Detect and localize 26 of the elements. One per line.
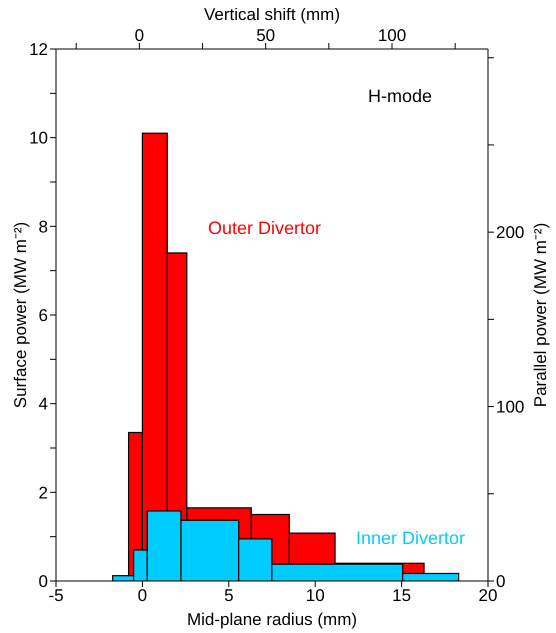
- y-tick-label: 2: [38, 483, 48, 502]
- x-tick-label: 15: [392, 586, 412, 606]
- y-tick-label: 6: [38, 306, 48, 326]
- y-tick-label: 0: [38, 572, 48, 592]
- x-tick-label: 20: [478, 586, 498, 606]
- x-tick-label: 5: [224, 586, 234, 606]
- x2-tick-label: 0: [134, 26, 144, 45]
- annotation: H-mode: [368, 86, 432, 107]
- x-tick-label: 10: [306, 586, 325, 606]
- x2-axis-title: Vertical shift (mm): [204, 5, 340, 24]
- x-tick-label: -5: [48, 586, 64, 606]
- y2-tick-label: 0: [496, 572, 506, 592]
- y2-axis-title: Parallel power (MW m⁻²): [531, 222, 550, 408]
- y-axis-title: Surface power (MW m⁻²): [11, 222, 30, 408]
- x2-tick-label: 50: [256, 26, 276, 45]
- y2-tick-label: 100: [496, 398, 524, 417]
- x-tick-label: 0: [138, 586, 148, 606]
- y-tick-label: 4: [38, 394, 48, 414]
- y-tick-label: 8: [38, 217, 48, 236]
- x-axis-title: Mid-plane radius (mm): [186, 610, 358, 629]
- series-label: Outer Divertor: [208, 218, 322, 239]
- series-label: Inner Divertor: [356, 528, 466, 549]
- x2-tick-label: 100: [378, 26, 406, 45]
- y-tick-label: 12: [29, 40, 48, 60]
- y2-tick-label: 200: [496, 223, 524, 242]
- y-tick-label: 10: [29, 128, 48, 148]
